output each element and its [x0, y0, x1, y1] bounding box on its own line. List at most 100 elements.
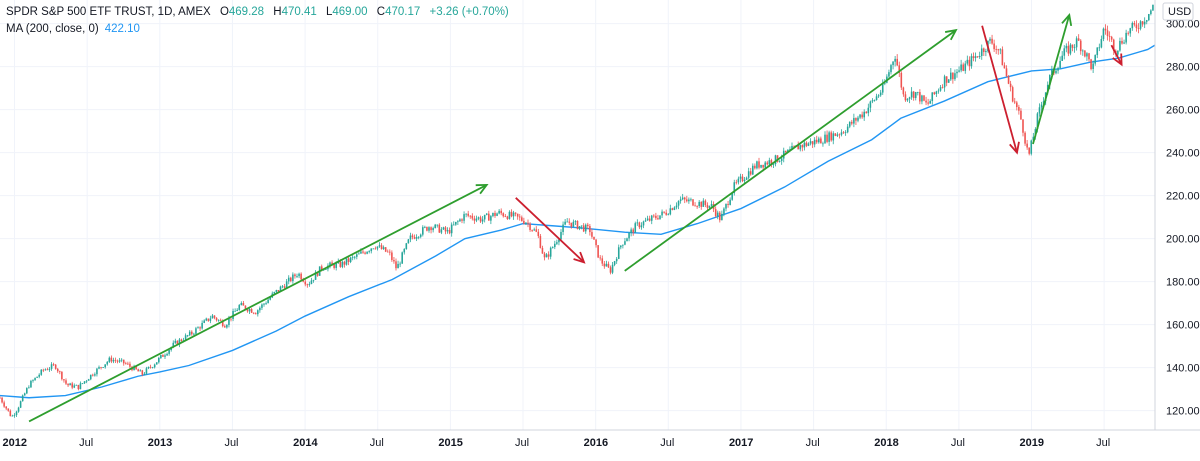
x-tick-label: 2015: [438, 437, 462, 449]
candle-body: [213, 315, 216, 318]
candle-body: [409, 235, 412, 240]
candle-body: [339, 261, 342, 267]
candle-body: [758, 161, 760, 168]
candle-body: [176, 340, 179, 345]
candle-body: [254, 313, 257, 315]
candle-body: [141, 370, 144, 375]
candle-body: [966, 59, 969, 64]
candle-body: [997, 49, 1000, 51]
candle-body: [976, 56, 979, 58]
x-tick-label: 2014: [293, 437, 318, 449]
candle-body: [1143, 21, 1146, 25]
candle-body: [1030, 140, 1033, 154]
candle-body: [869, 101, 872, 108]
candle-body: [947, 79, 950, 83]
candle-body: [580, 225, 583, 227]
candle-body: [774, 155, 777, 165]
trend-arrow-down[interactable]: [981, 25, 1020, 155]
candle-body: [401, 252, 403, 264]
candle-body: [1112, 39, 1115, 51]
candle-body: [184, 335, 187, 341]
candle-body: [320, 266, 323, 270]
candle-body: [925, 100, 927, 103]
candle-body: [1150, 10, 1152, 15]
candle-body: [510, 211, 513, 217]
candle-body: [147, 366, 150, 369]
candle-body: [207, 318, 210, 321]
currency-badge[interactable]: [1162, 2, 1194, 21]
candle-body: [1032, 136, 1035, 141]
candle-body: [1005, 68, 1008, 77]
candle-body: [89, 374, 92, 380]
candle-body: [1125, 32, 1127, 43]
candle-body: [964, 63, 967, 71]
candle-body: [34, 377, 36, 381]
x-tick-label: Jul: [806, 437, 820, 449]
candle-body: [304, 281, 307, 285]
candle-body: [1071, 44, 1074, 48]
candle-body: [292, 274, 294, 282]
candle-body: [360, 251, 362, 254]
candle-body: [411, 235, 414, 238]
candle-body: [972, 56, 975, 59]
trend-arrow-up[interactable]: [624, 28, 958, 272]
candle-body: [747, 171, 750, 178]
candle-body: [386, 251, 389, 253]
candle-body: [719, 212, 721, 221]
candle-body: [397, 263, 399, 269]
candle-body: [650, 215, 653, 221]
candle-body: [7, 408, 10, 411]
candle-body: [871, 100, 874, 102]
trend-arrow-down[interactable]: [1110, 44, 1123, 67]
candle-body: [36, 376, 38, 378]
candle-body: [172, 342, 175, 348]
candle-body: [325, 269, 327, 270]
candle-body: [729, 199, 731, 205]
candle-body: [11, 415, 14, 417]
candle-body: [584, 224, 587, 232]
candle-body: [405, 243, 408, 250]
candle-body: [560, 231, 562, 240]
ma-label[interactable]: MA (200, close, 0): [6, 23, 99, 35]
candle-body: [149, 366, 152, 368]
candle-body: [735, 182, 738, 184]
candle-body: [100, 367, 102, 368]
y-tick-label: 220.00: [1166, 191, 1200, 203]
candle-body: [413, 237, 416, 239]
candle-body: [129, 363, 131, 367]
candle-body: [615, 258, 618, 262]
candle-body: [578, 226, 581, 229]
trend-arrow-up[interactable]: [28, 183, 489, 423]
candle-body: [657, 218, 659, 220]
candle-body: [890, 65, 892, 73]
candle-body: [341, 261, 344, 267]
trend-arrow-up[interactable]: [1032, 13, 1073, 145]
candle-body: [523, 220, 525, 224]
candle-body: [48, 368, 51, 370]
open-label: O: [219, 6, 229, 18]
candle-body: [562, 224, 564, 232]
symbol-title[interactable]: SPDR S&P 500 ETF TRUST, 1D, AMEX: [6, 6, 211, 18]
trend-arrow-down[interactable]: [515, 197, 586, 264]
candle-body: [331, 262, 333, 265]
candle-body: [803, 142, 806, 148]
candle-body: [912, 91, 915, 98]
candle-body: [79, 383, 82, 390]
candle-body: [230, 318, 232, 320]
candle-body: [818, 138, 820, 143]
candle-body: [296, 276, 298, 277]
candle-body: [298, 273, 300, 277]
candle-body: [749, 171, 752, 175]
candle-body: [630, 229, 632, 233]
candle-body: [914, 92, 917, 98]
candle-body: [898, 65, 901, 73]
candle-body: [1011, 87, 1014, 102]
x-tick-label: Jul: [951, 437, 965, 449]
candle-body: [582, 225, 585, 232]
trend-arrow-shaft: [624, 29, 957, 272]
candle-body: [267, 299, 269, 304]
candle-body: [224, 326, 226, 328]
candle-body: [879, 92, 882, 96]
